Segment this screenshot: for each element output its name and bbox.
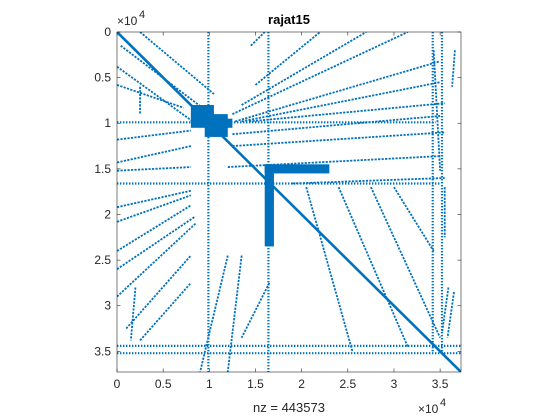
nonzero-strand [292, 177, 445, 185]
nonzero-strand [129, 287, 137, 341]
nonzero-strand [227, 155, 441, 168]
nonzero-strand [441, 287, 450, 334]
nonzero-strand [117, 166, 191, 172]
nonzero-strand [232, 32, 409, 115]
y-tick-label: 1 [104, 116, 111, 130]
y-exponent-base: ×10 [117, 14, 138, 28]
y-tick-label: 2.5 [94, 253, 111, 267]
y-tick-label: 0 [104, 25, 111, 39]
nonzero-strand [337, 186, 409, 348]
y-exponent-power: 4 [139, 9, 145, 21]
y-tick-label: 2 [104, 207, 111, 221]
nonzero-strand [248, 102, 445, 123]
nonzero-strand [117, 189, 192, 209]
nonzero-strand [446, 291, 455, 338]
y-tick-labels: 0 0.5 1 1.5 2 2.5 3 3.5 [94, 25, 111, 358]
nonzero-strand [451, 50, 456, 87]
axes-box [116, 31, 462, 373]
dense-nonzero-block [264, 164, 330, 174]
dense-nonzero-block [264, 164, 274, 247]
y-tick-label: 1.5 [94, 162, 111, 176]
nonzero-strand [232, 131, 445, 147]
x-tick-label: 1.5 [247, 377, 264, 391]
nonzero-strand [117, 222, 197, 298]
nonzero-strand [125, 254, 192, 330]
x-tick-label: 2.5 [339, 377, 356, 391]
nonzero-strand [432, 50, 442, 171]
x-axis-label: nz = 443573 [253, 400, 325, 415]
y-axis-exponent: ×10 4 [117, 9, 145, 28]
dense-nonzero-block [213, 118, 233, 128]
x-exponent-base: ×10 [418, 402, 439, 416]
nonzero-marks [117, 32, 461, 372]
nonzero-strand [139, 282, 192, 342]
nonzero-strand [117, 194, 192, 223]
y-tick-label: 0.5 [94, 71, 111, 85]
nonzero-strand [117, 204, 192, 252]
nonzero-strand [117, 84, 184, 109]
nonzero-strand [370, 186, 441, 339]
nonzero-strand [241, 32, 367, 106]
nonzero-strand [117, 215, 196, 270]
x-exponent-power: 4 [440, 397, 446, 409]
nonzero-strand [393, 186, 435, 252]
nonzero-strand [241, 81, 441, 123]
nonzero-strand [199, 255, 229, 372]
x-tick-label: 1 [206, 377, 213, 391]
y-tick-label: 3.5 [94, 344, 111, 358]
nonzero-strand [226, 255, 243, 372]
nonzero-strand [139, 32, 215, 95]
x-tick-label: 0 [114, 377, 121, 391]
nonzero-strand [117, 65, 194, 123]
x-tick-label: 2 [298, 377, 305, 391]
nonzero-strand [305, 186, 354, 352]
nonzero-strand [117, 145, 192, 164]
nonzero-strand [234, 60, 441, 123]
x-tick-label: 3.5 [432, 377, 449, 391]
y-tick-label: 3 [104, 299, 111, 313]
x-tick-label: 3 [391, 377, 398, 391]
nonzero-strand [240, 282, 271, 339]
x-tick-labels: 0 0.5 1 1.5 2 2.5 3 3.5 [114, 377, 449, 391]
x-axis-exponent: ×10 4 [418, 397, 446, 416]
nonzero-strand [117, 129, 191, 141]
chart-title: rajat15 [268, 12, 310, 27]
x-tick-label: 0.5 [155, 377, 172, 391]
main-diagonal [117, 32, 461, 372]
